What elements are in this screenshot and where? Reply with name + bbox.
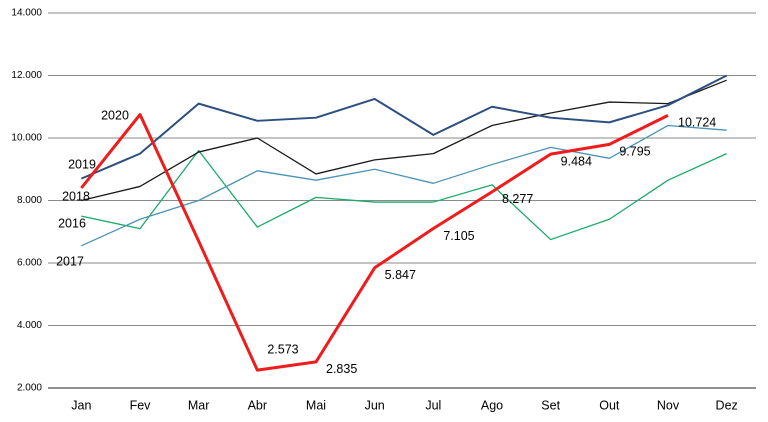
y-tick-label: 6.000 <box>17 258 42 269</box>
y-tick-label: 2.000 <box>17 383 42 394</box>
data-label: 7.105 <box>443 229 474 243</box>
series-line <box>81 149 727 241</box>
x-tick-label: Jan <box>71 398 91 412</box>
series-label: 2019 <box>68 157 96 171</box>
series-label: 2017 <box>56 254 84 268</box>
data-label: 10.724 <box>678 116 716 130</box>
x-tick-label: Dez <box>716 398 738 412</box>
x-tick-label: Jul <box>425 398 441 412</box>
series-label: 2016 <box>58 216 86 230</box>
y-tick-label: 14.000 <box>11 8 42 19</box>
series-line <box>80 113 669 372</box>
x-tick-label: Set <box>541 398 560 412</box>
data-label: 9.795 <box>619 145 650 159</box>
data-label: 2.573 <box>267 342 298 356</box>
y-tick-label: 10.000 <box>11 133 42 144</box>
series-label: 2018 <box>62 189 90 203</box>
series-line <box>81 79 727 202</box>
y-tick-label: 12.000 <box>11 70 42 81</box>
series-line <box>81 124 727 247</box>
x-tick-label: Fev <box>130 398 152 412</box>
x-tick-label: Jun <box>365 398 385 412</box>
x-tick-label: Abr <box>248 398 267 412</box>
data-label: 5.847 <box>385 268 416 282</box>
x-tick-label: Mai <box>306 398 326 412</box>
data-label: 8.277 <box>502 192 533 206</box>
series-label: 2020 <box>101 108 129 122</box>
x-tick-label: Mar <box>188 398 210 412</box>
data-label: 2.835 <box>326 362 357 376</box>
series-line <box>80 74 728 180</box>
y-tick-label: 8.000 <box>17 195 42 206</box>
x-tick-label: Out <box>599 398 620 412</box>
data-label: 9.484 <box>561 154 592 168</box>
y-tick-label: 4.000 <box>17 320 42 331</box>
x-tick-label: Nov <box>657 398 680 412</box>
x-tick-label: Ago <box>481 398 503 412</box>
